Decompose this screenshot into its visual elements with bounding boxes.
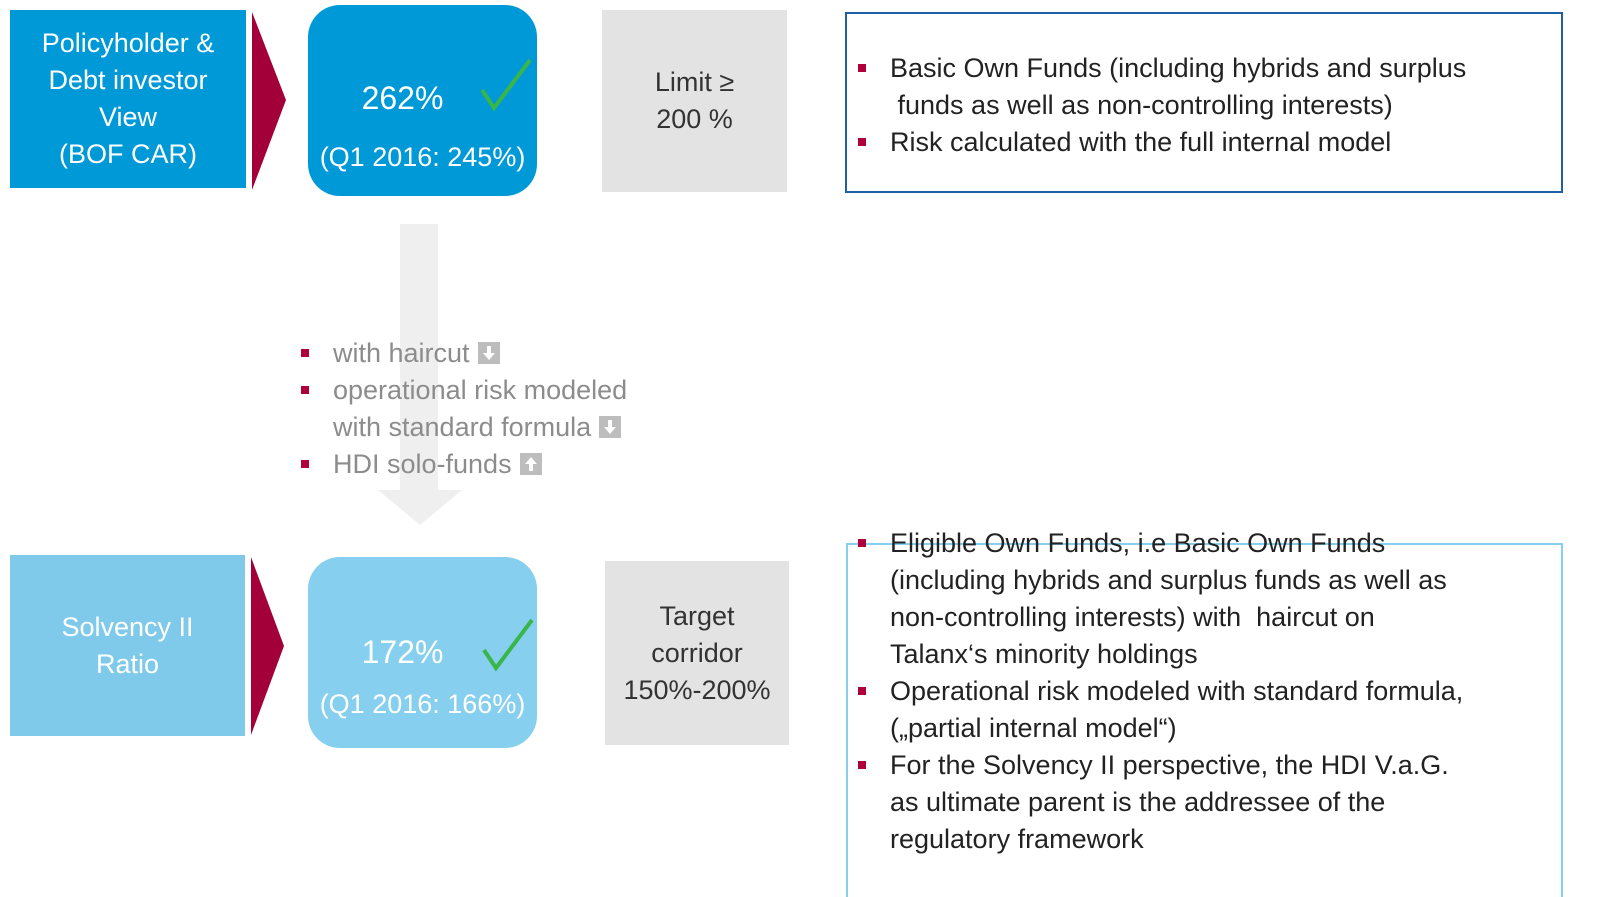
top-info-box bbox=[845, 12, 1563, 193]
bullet-item: Operational risk modeled with standard f… bbox=[858, 673, 1463, 747]
bottom-label: Solvency II Ratio bbox=[10, 555, 245, 736]
bullet-item: operational risk modeled with standard fo… bbox=[301, 372, 627, 446]
bullet-text: For the Solvency II perspective, the HDI… bbox=[890, 750, 1449, 780]
text-line: 200 % bbox=[656, 104, 733, 134]
bullet-text: regulatory framework bbox=[890, 824, 1144, 854]
text-line: Solvency II bbox=[61, 611, 194, 642]
bottom-ratio: 172% bbox=[361, 634, 444, 670]
bullet-text: Eligible Own Funds, i.e Basic Own Funds bbox=[890, 528, 1386, 558]
bullet-text: with haircut bbox=[333, 338, 470, 368]
bullet-text: („partial internal model“) bbox=[890, 713, 1177, 743]
top-prior: (Q1 2016: 245%) bbox=[319, 142, 526, 172]
text-line: Policyholder & bbox=[41, 28, 215, 58]
bullet-line: HDI solo-funds bbox=[333, 446, 627, 483]
bullet-square bbox=[301, 460, 309, 468]
bullet-square bbox=[301, 349, 309, 357]
text-line: Target bbox=[659, 600, 735, 631]
bullet-item: HDI solo-funds bbox=[301, 446, 627, 483]
arrow-icon bbox=[477, 342, 500, 364]
bullet-item: For the Solvency II perspective, the HDI… bbox=[858, 747, 1463, 858]
bottom-prior: (Q1 2016: 166%) bbox=[319, 689, 526, 719]
bullet-line: with standard formula bbox=[333, 409, 627, 446]
text-line: Limit ≥ bbox=[654, 67, 735, 97]
bottom-info-box bbox=[846, 543, 1563, 897]
bullet-text: Operational risk modeled with standard f… bbox=[890, 676, 1464, 706]
text-line: View bbox=[98, 102, 158, 132]
bullet-item: with haircut bbox=[301, 335, 627, 372]
text-line: Debt investor bbox=[48, 65, 208, 95]
text-line: Ratio bbox=[95, 648, 160, 679]
top-limit-box bbox=[602, 10, 787, 192]
bullet-square bbox=[858, 138, 866, 146]
bullet-square bbox=[858, 539, 866, 547]
bottom-ratio-box bbox=[308, 557, 537, 748]
bottom-bullets: Eligible Own Funds, i.e Basic Own Funds (… bbox=[858, 525, 1463, 858]
top-bullets: Basic Own Funds (including hybrids and s… bbox=[858, 50, 1466, 161]
check-mark bbox=[482, 618, 534, 672]
arrow-icon bbox=[599, 416, 622, 438]
text-line: corridor bbox=[651, 637, 743, 668]
text-line: (BOF CAR) bbox=[59, 139, 197, 169]
bottom-limit: Target corridor 150%-200% bbox=[605, 561, 789, 745]
bullet-item: Eligible Own Funds, i.e Basic Own Funds (… bbox=[858, 525, 1463, 673]
bullet-item: Basic Own Funds (including hybrids and s… bbox=[858, 50, 1466, 124]
bullet-text: HDI solo-funds bbox=[333, 449, 512, 479]
bullet-text: with standard formula bbox=[333, 412, 592, 442]
top-ratio: 262% bbox=[361, 80, 444, 116]
down-arrow bbox=[378, 224, 462, 525]
top-limit: Limit ≥ 200 % bbox=[602, 10, 787, 192]
bottom-limit-box bbox=[605, 561, 789, 745]
bullet-text: operational risk modeled bbox=[333, 375, 628, 405]
top-label-box bbox=[10, 10, 246, 188]
bullet-square bbox=[858, 761, 866, 769]
bullet-square bbox=[858, 64, 866, 72]
bullet-text: (including hybrids and surplus funds as … bbox=[890, 565, 1447, 595]
bullet-text: as ultimate parent is the addressee of t… bbox=[890, 787, 1386, 817]
bullet-text: Risk calculated with the full internal m… bbox=[890, 127, 1392, 157]
bullet-text: Basic Own Funds (including hybrids and s… bbox=[890, 53, 1467, 83]
middle-bullets: with haircut operational risk modeled with… bbox=[301, 335, 627, 483]
chevron bbox=[251, 557, 284, 735]
bullet-square bbox=[858, 687, 866, 695]
bullet-text: funds as well as non-controlling interes… bbox=[890, 90, 1393, 120]
bullet-text: non-controlling interests) with haircut … bbox=[890, 602, 1375, 632]
chevron bbox=[252, 12, 286, 190]
bottom-label-box bbox=[10, 555, 245, 736]
check-mark bbox=[480, 58, 532, 112]
bullet-square bbox=[301, 386, 309, 394]
text-line: 150%-200% bbox=[623, 674, 771, 705]
bullet-text: Talanx‘s minority holdings bbox=[890, 639, 1198, 669]
bullet-item: Risk calculated with the full internal m… bbox=[858, 124, 1466, 161]
arrow-icon bbox=[519, 453, 542, 475]
bullet-line: with haircut bbox=[333, 335, 627, 372]
top-ratio-box bbox=[308, 5, 537, 196]
top-label: Policyholder & Debt investor View (BOF CAR) bbox=[10, 10, 246, 188]
